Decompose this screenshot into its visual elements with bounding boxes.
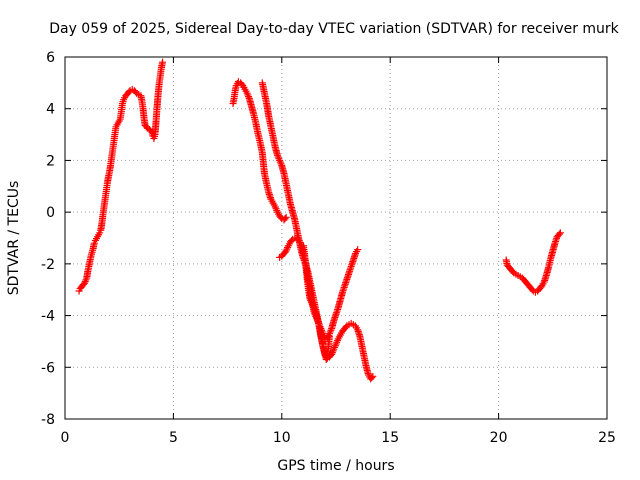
y-tick-label: 4 [46, 102, 55, 118]
y-tick-label: -4 [41, 309, 55, 325]
data-point [331, 343, 339, 351]
data-point [159, 58, 167, 66]
data-point [331, 342, 339, 350]
data-point [276, 156, 284, 164]
data-point [243, 89, 251, 97]
data-point [329, 347, 337, 355]
data-point [330, 345, 338, 353]
data-point [274, 153, 282, 161]
data-point [272, 205, 280, 213]
data-point [273, 151, 281, 159]
data-point [368, 374, 376, 382]
data-marks [75, 58, 564, 383]
y-axis-label: SDTVAR / TECUs [6, 181, 22, 296]
data-point [333, 338, 341, 346]
data-point [328, 349, 336, 357]
data-point [275, 155, 283, 163]
data-point [354, 246, 362, 254]
x-tick-label: 25 [598, 430, 616, 446]
data-point [308, 300, 316, 308]
tick-labels: 0 5 10 15 20 25 -8 -6 -4 -2 0 2 4 6 [41, 50, 616, 446]
x-axis-label: GPS time / hours [277, 458, 394, 474]
data-point [332, 340, 340, 348]
data-point [307, 296, 315, 304]
data-point [556, 229, 564, 237]
axis-ticks [64, 56, 608, 420]
y-tick-label: -2 [41, 257, 55, 273]
y-tick-label: 0 [46, 205, 55, 221]
data-point [555, 230, 563, 238]
data-point [281, 215, 289, 223]
data-point [307, 298, 315, 306]
data-point [273, 206, 281, 214]
data-point [369, 372, 377, 380]
x-tick-label: 10 [273, 430, 291, 446]
data-point [282, 247, 290, 255]
data-point [326, 328, 334, 336]
plot-frame [64, 56, 608, 420]
data-point [81, 278, 89, 286]
grid [65, 57, 607, 419]
y-tick-label: 6 [46, 50, 55, 66]
data-point [276, 158, 284, 166]
data-point [309, 302, 317, 310]
y-tick-label: -6 [41, 360, 55, 376]
data-point [284, 243, 292, 251]
data-point [283, 245, 291, 253]
chart-title: Day 059 of 2025, Sidereal Day-to-day VTE… [49, 21, 619, 37]
data-point [147, 127, 155, 135]
data-point [245, 93, 253, 101]
x-tick-label: 15 [381, 430, 399, 446]
data-point [244, 91, 252, 99]
data-point [310, 303, 318, 311]
data-point [333, 337, 341, 345]
data-point [296, 238, 304, 246]
data-point [325, 330, 333, 338]
data-point [306, 295, 314, 303]
data-point [82, 276, 90, 284]
x-tick-label: 5 [169, 430, 178, 446]
data-point [271, 203, 279, 211]
data-point [282, 213, 290, 221]
y-tick-label: -8 [41, 412, 55, 428]
x-tick-label: 20 [490, 430, 508, 446]
data-point [327, 326, 335, 334]
y-tick-label: 2 [46, 153, 55, 169]
data-point [295, 237, 303, 245]
data-point [81, 279, 89, 287]
x-tick-label: 0 [61, 430, 70, 446]
data-point [328, 350, 336, 358]
data-point [277, 160, 285, 168]
